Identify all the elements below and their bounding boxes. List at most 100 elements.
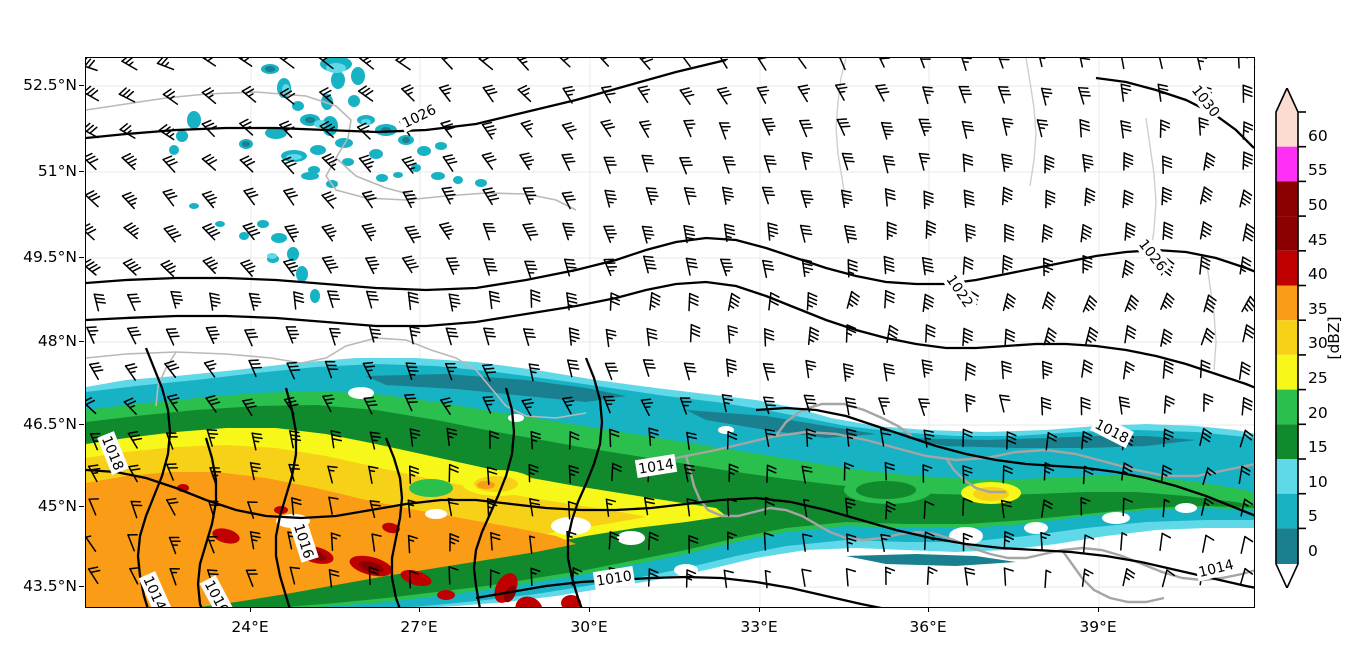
wind-barb [847, 259, 858, 278]
wind-barb [609, 428, 620, 448]
wind-barb [1237, 58, 1248, 69]
wind-barb [86, 190, 101, 208]
wind-barb [846, 428, 857, 447]
wind-barb [368, 566, 379, 586]
wind-barb [206, 429, 219, 447]
wind-barb [806, 292, 818, 311]
wind-barb [401, 84, 415, 102]
slp-contour-1012-sw [196, 437, 218, 607]
map-plot-area[interactable]: 1026 1030 1022 1026 1018 1018 1014 1016 1010 1014… [85, 57, 1255, 608]
wind-barb [878, 397, 891, 415]
cbar-label-10: 10 [1308, 473, 1328, 491]
wind-barb [328, 569, 340, 588]
wind-barb [127, 326, 142, 345]
colorbar-ticks [1298, 111, 1306, 530]
wind-barb [1082, 255, 1093, 274]
wind-barb [835, 83, 848, 101]
wind-barb [567, 501, 579, 520]
wind-barb [368, 465, 379, 484]
wind-barb [884, 462, 895, 481]
wind-barb [288, 463, 301, 482]
wind-barb [483, 258, 498, 276]
wind-barb [289, 566, 301, 585]
wind-barb [1120, 83, 1132, 102]
wind-barb [723, 569, 734, 589]
wind-barb [645, 187, 659, 206]
wind-barb [524, 260, 538, 279]
wind-barb [1045, 432, 1058, 451]
wind-barb [727, 292, 741, 312]
wind-barb [999, 394, 1011, 413]
wind-barb [291, 497, 302, 516]
wind-barb [683, 187, 697, 206]
wind-barb [359, 58, 375, 70]
contour-label-bg [1186, 79, 1226, 123]
wind-barb [561, 396, 575, 415]
wind-barb [371, 533, 382, 552]
wind-barb [242, 222, 261, 241]
wind-barb [166, 393, 180, 412]
wind-barb [285, 326, 300, 344]
wind-barb [1198, 117, 1209, 136]
wind-barb [201, 153, 218, 171]
wind-barb [124, 363, 138, 381]
wind-barb [1239, 256, 1252, 275]
wind-barb [1002, 293, 1016, 312]
wind-barb [279, 87, 296, 105]
wind-barb [128, 464, 141, 483]
wind-barb [689, 323, 701, 343]
wind-barb [1240, 498, 1254, 517]
wind-barb [517, 84, 532, 103]
wind-barb [720, 258, 734, 277]
wind-barb [327, 465, 338, 484]
colorbar-canvas [1275, 88, 1306, 588]
xtick-mark [589, 608, 590, 612]
wind-barb [1081, 430, 1093, 450]
wind-barb [875, 84, 890, 102]
wind-barb [562, 222, 576, 241]
wind-barb [608, 531, 620, 550]
wind-barb [166, 463, 179, 481]
reflectivity-cells-mid [169, 111, 201, 155]
colorbar[interactable] [1275, 88, 1306, 588]
wind-barb [358, 154, 374, 173]
wind-barb [1002, 254, 1013, 274]
wind-barb [923, 500, 935, 520]
wind-barb [238, 58, 253, 67]
wind-barb [886, 324, 899, 344]
ytick-label-52-5: 52.5°N [23, 76, 77, 94]
wind-barb [722, 156, 736, 174]
wind-barb [879, 58, 891, 68]
wind-barb [885, 501, 896, 520]
wind-barb [520, 119, 534, 138]
wind-barb [448, 293, 461, 312]
wind-barb [202, 58, 217, 67]
wind-barb [561, 191, 576, 210]
wind-barb [801, 465, 813, 484]
wind-barb [568, 431, 580, 450]
wind-barb [1085, 326, 1099, 345]
wind-barb [170, 290, 184, 309]
wind-barb [366, 290, 379, 309]
wind-barb [768, 292, 780, 311]
wind-barb [1043, 257, 1054, 277]
wind-barb [845, 324, 857, 343]
wind-barb [328, 496, 339, 515]
wind-barb [997, 86, 1012, 104]
wind-barb [1122, 497, 1133, 517]
wind-barb [718, 122, 731, 140]
wind-barb [1079, 58, 1091, 68]
wind-barb [918, 398, 931, 416]
wind-barb [440, 120, 456, 138]
wind-barb [330, 532, 341, 551]
wind-barb [679, 156, 693, 175]
wind-barb [1242, 223, 1254, 242]
wind-barb [964, 567, 976, 586]
wind-barb [880, 533, 891, 553]
wind-barb [1157, 83, 1169, 102]
wind-barb [361, 223, 377, 242]
wind-barb [251, 432, 263, 451]
wind-barb [727, 325, 739, 344]
wind-barb [530, 567, 541, 587]
map-coastline [835, 58, 1217, 371]
